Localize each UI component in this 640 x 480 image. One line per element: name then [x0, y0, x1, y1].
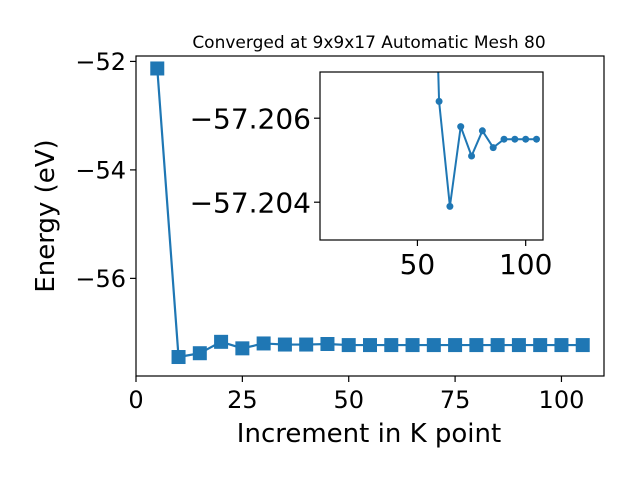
x-tick-label: 50	[400, 248, 436, 281]
data-point	[554, 338, 569, 353]
data-point	[522, 135, 530, 143]
x-axis-label: Increment in K point	[237, 419, 501, 449]
data-point	[235, 341, 250, 356]
x-tick-label: 100	[499, 248, 552, 281]
y-tick-label: −54	[75, 157, 126, 185]
y-tick-label: −52	[75, 48, 126, 76]
data-point	[489, 144, 497, 152]
data-point	[192, 346, 207, 361]
data-point	[320, 337, 335, 351]
data-point	[214, 334, 229, 349]
main-x-axis: 0 25 50 75 100	[128, 376, 584, 414]
chart-title: Converged at 9x9x17 Automatic Mesh 80	[192, 33, 545, 53]
data-point	[171, 350, 186, 365]
data-point	[299, 337, 314, 352]
inset-plot-frame	[319, 71, 544, 241]
x-tick-label: 75	[440, 386, 471, 414]
y-tick-label: −56	[75, 265, 126, 293]
data-point	[256, 336, 271, 351]
data-point	[511, 338, 526, 353]
data-point	[448, 338, 463, 353]
main-plot-frame	[135, 55, 605, 377]
x-tick-label: 50	[333, 386, 364, 414]
y-tick-label: −57.204	[190, 186, 311, 219]
data-point	[457, 123, 465, 131]
inset-y-axis: −57.206 −57.204	[190, 102, 320, 219]
data-point	[490, 338, 505, 353]
data-point	[435, 97, 443, 105]
data-point	[446, 202, 454, 210]
data-point	[277, 337, 292, 352]
inset-x-axis: 50 100	[400, 240, 552, 281]
data-point	[575, 338, 590, 353]
data-point	[511, 135, 519, 143]
x-tick-label: 25	[227, 386, 258, 414]
inset-plot-background	[320, 72, 543, 240]
y-axis-label: Energy (eV)	[31, 139, 61, 292]
inset-plot: 50 100 −57.206 −57.204	[190, 71, 552, 281]
data-point	[500, 135, 508, 143]
main-y-axis: −52 −54 −56	[75, 48, 136, 293]
data-point	[426, 338, 441, 353]
data-point	[533, 135, 541, 143]
data-point	[478, 127, 486, 135]
data-point	[341, 338, 356, 353]
y-tick-label: −57.206	[190, 102, 311, 135]
x-tick-label: 0	[128, 386, 143, 414]
inset-series	[435, 72, 541, 210]
data-point	[468, 152, 476, 160]
x-tick-label: 100	[539, 386, 585, 414]
main-series	[150, 61, 590, 365]
data-point	[384, 338, 399, 353]
data-point	[150, 61, 165, 76]
data-point	[363, 338, 377, 353]
main-plot: Converged at 9x9x17 Automatic Mesh 80 0 2…	[31, 33, 605, 449]
data-point	[469, 338, 484, 353]
data-point	[533, 338, 548, 353]
data-point	[405, 338, 420, 353]
